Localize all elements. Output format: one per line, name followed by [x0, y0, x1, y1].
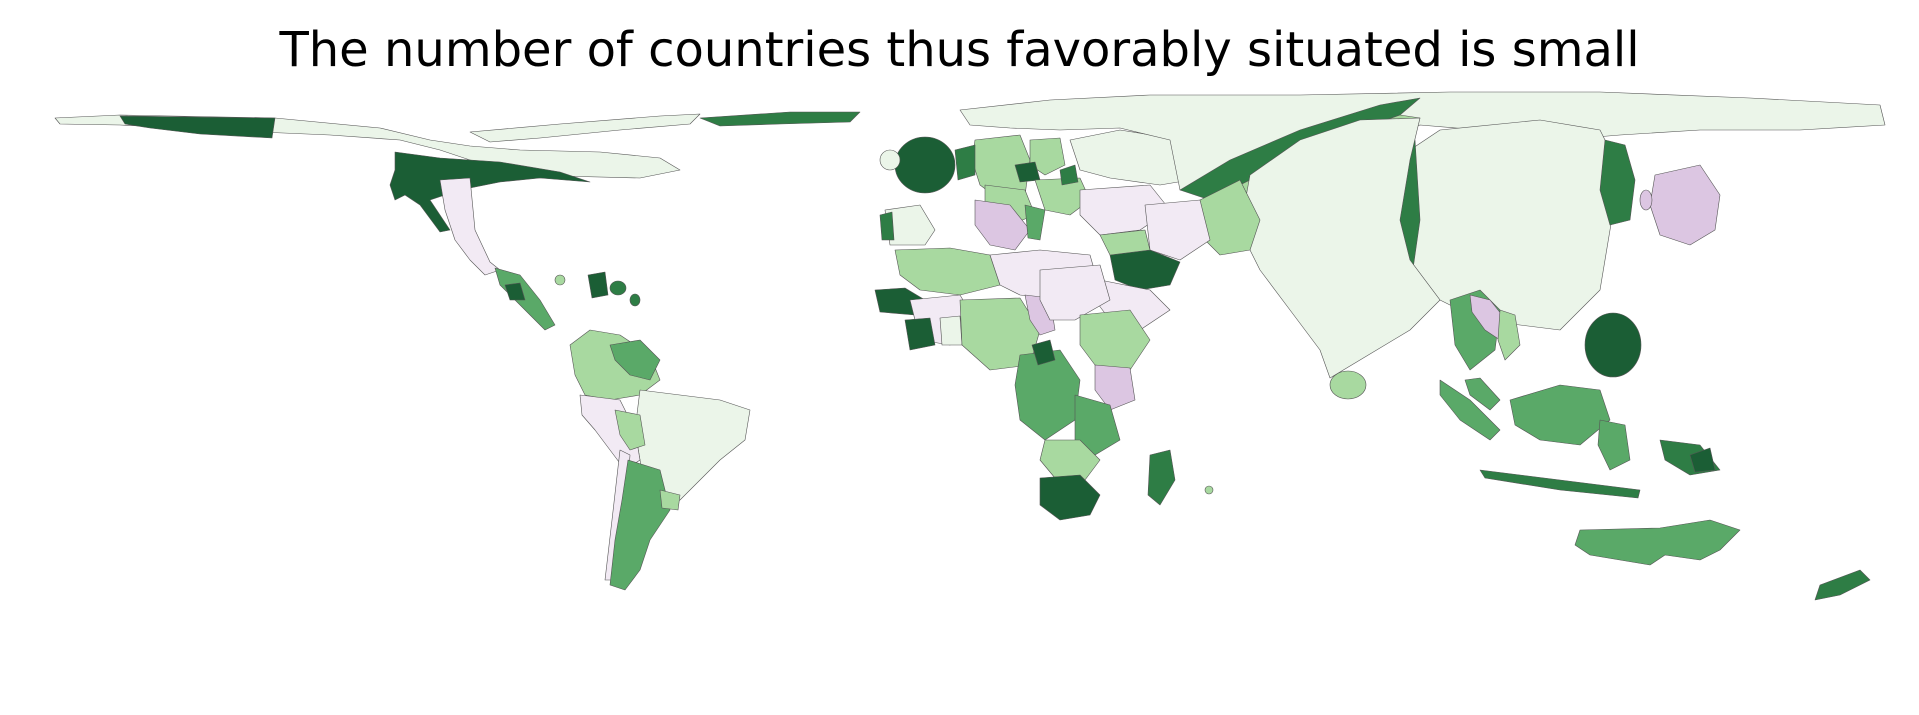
region-tanzania	[1074, 394, 1121, 456]
region-caribbean-1	[587, 271, 609, 299]
region-france	[974, 199, 1031, 251]
region-central-africa	[1014, 349, 1081, 441]
region-portugal	[879, 211, 895, 241]
region-south-africa	[1039, 474, 1101, 521]
region-bolivia	[614, 409, 646, 451]
region-india	[1239, 117, 1441, 379]
region-madagascar	[1147, 449, 1176, 506]
region-taiwan	[1639, 189, 1653, 211]
region-iran	[1144, 199, 1211, 261]
region-cameroon	[1031, 339, 1056, 366]
region-turkey	[1099, 229, 1151, 256]
region-norway	[954, 144, 976, 181]
region-java	[1479, 469, 1641, 499]
region-caribbean-2	[609, 280, 627, 296]
region-belarus	[1059, 164, 1079, 186]
region-uk	[894, 136, 956, 194]
region-guatemala	[504, 282, 526, 301]
region-vietnam	[1497, 309, 1521, 361]
region-malaysia	[1464, 377, 1501, 411]
region-mexico	[439, 177, 501, 276]
region-timor	[1689, 447, 1716, 473]
region-ghana	[939, 315, 963, 346]
region-caribbean-3	[554, 274, 566, 286]
region-guyana	[609, 339, 661, 381]
region-kenya	[1094, 364, 1136, 411]
region-indonesia	[1509, 384, 1611, 446]
region-korea	[1599, 139, 1636, 226]
region-finland	[1029, 137, 1066, 176]
page-title: The number of countries thus favorably s…	[279, 22, 1640, 78]
region-greenland	[699, 111, 861, 127]
region-italy	[1024, 204, 1046, 241]
region-arctic-islands	[469, 113, 701, 143]
region-alaska	[119, 115, 276, 139]
region-sumatra	[1439, 379, 1501, 441]
region-philippines	[1584, 312, 1642, 378]
region-russia-west	[1069, 129, 1191, 186]
region-sudan	[1039, 264, 1111, 321]
region-ireland	[879, 149, 901, 171]
region-new-zealand	[1814, 569, 1871, 601]
region-uruguay	[659, 489, 681, 511]
region-argentina	[609, 459, 671, 591]
region-sulawesi	[1597, 419, 1631, 471]
region-indian-ocean-island	[1204, 485, 1214, 495]
region-sri-lanka	[1329, 370, 1367, 400]
region-caribbean-4	[629, 293, 641, 307]
region-japan	[1649, 164, 1721, 246]
region-guinea	[904, 317, 936, 351]
region-australia	[1574, 519, 1741, 566]
region-north-africa-west	[894, 247, 1001, 296]
